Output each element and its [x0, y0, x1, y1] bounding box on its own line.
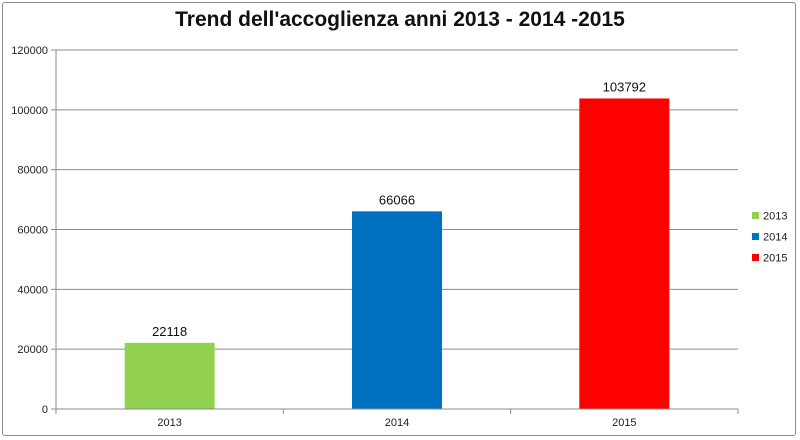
legend: 2013 2014 2015	[752, 211, 787, 265]
legend-label-2015: 2015	[763, 253, 787, 265]
x-tick-label: 2014	[385, 417, 409, 429]
bar-2014	[352, 211, 442, 409]
legend-label-2014: 2014	[763, 232, 787, 244]
legend-swatch-2014	[752, 233, 759, 240]
legend-swatch-2013	[752, 212, 759, 219]
x-axis-ticks: 2013 2014 2015	[55, 409, 739, 429]
y-tick-label: 100000	[11, 105, 48, 117]
x-tick-label: 2013	[157, 417, 181, 429]
y-tick-label: 80000	[17, 165, 48, 177]
bar-2015	[579, 98, 670, 410]
bar-2013	[124, 342, 215, 409]
chart-title: Trend dell'accoglienza anni 2013 - 2014 …	[175, 8, 625, 31]
y-tick-label: 120000	[11, 45, 48, 57]
bars	[124, 98, 670, 410]
y-tick-label: 60000	[17, 225, 48, 237]
data-labels: 22118 66066 103792	[152, 79, 646, 338]
legend-label-2013: 2013	[763, 211, 787, 223]
data-label-2013: 22118	[152, 324, 187, 339]
y-tick-label: 20000	[17, 344, 48, 356]
y-tick-label: 0	[42, 404, 48, 416]
y-axis-ticks: 0 20000 40000 60000 80000 100000 120000	[11, 45, 56, 416]
data-label-2014: 66066	[379, 192, 415, 207]
legend-swatch-2015	[752, 254, 759, 261]
axes	[55, 50, 738, 410]
x-tick-label: 2015	[612, 417, 636, 429]
data-label-2015: 103792	[603, 79, 646, 94]
y-tick-label: 40000	[17, 284, 48, 296]
